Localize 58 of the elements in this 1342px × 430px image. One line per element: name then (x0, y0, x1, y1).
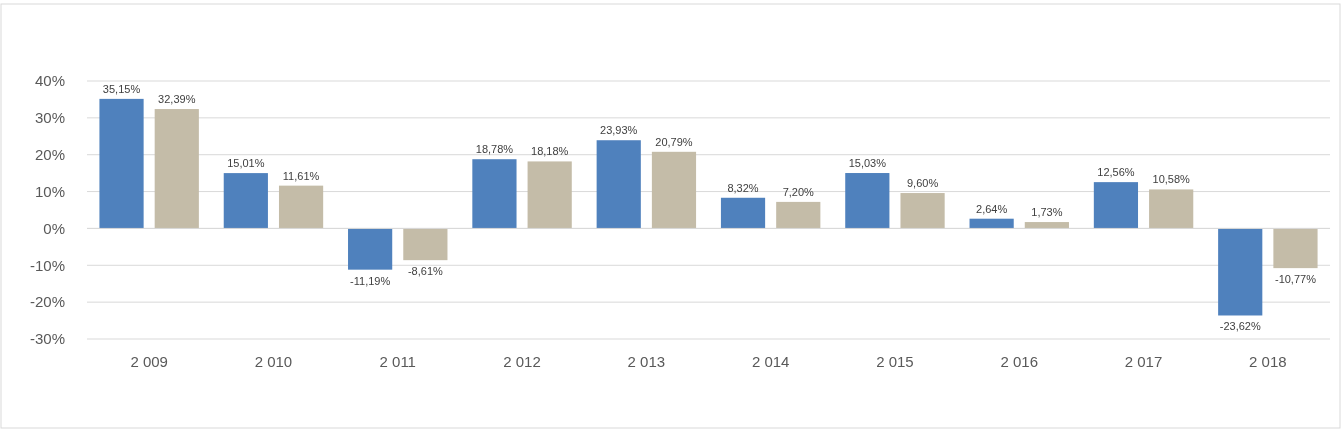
bar (651, 151, 697, 229)
bar (348, 228, 393, 270)
data-label: 18,78% (475, 143, 514, 156)
x-tick-label: 2 016 (1000, 353, 1039, 370)
bar (596, 140, 641, 229)
data-label: -8,61% (407, 265, 444, 278)
bar (472, 159, 517, 229)
bar (527, 161, 572, 229)
data-label: 23,93% (600, 124, 638, 137)
x-tick-label: 2 018 (1249, 353, 1287, 370)
bar (1024, 222, 1069, 229)
x-tick-label: 2 015 (876, 353, 914, 370)
y-tick-label: 0% (43, 219, 65, 237)
x-tick-label: 2 010 (254, 353, 293, 370)
bar (1218, 228, 1263, 316)
bar (154, 109, 199, 229)
x-tick-label: 2 017 (1124, 353, 1163, 370)
bar (969, 218, 1014, 229)
data-label: 7,20% (782, 185, 815, 198)
bar (99, 98, 144, 229)
y-tick-label: 40% (34, 72, 65, 90)
bar (900, 193, 945, 229)
bar (403, 228, 448, 261)
bar (1273, 228, 1318, 269)
data-label: 15,01% (227, 157, 265, 170)
bar (845, 173, 890, 229)
y-tick-label: -30% (29, 330, 65, 348)
y-tick-label: 10% (34, 182, 65, 200)
data-label: 9,60% (906, 177, 939, 190)
bar (1149, 189, 1194, 229)
data-label: 15,03% (848, 157, 887, 170)
data-label: 12,56% (1097, 166, 1135, 179)
y-tick-label: -10% (29, 256, 65, 274)
x-tick-label: 2 013 (627, 353, 666, 370)
y-tick-label: 30% (34, 109, 65, 127)
bar (1093, 182, 1139, 229)
y-tick-label: -20% (29, 293, 65, 311)
data-label: 35,15% (102, 82, 141, 95)
data-label: 2,64% (976, 202, 1008, 215)
bar (223, 173, 268, 229)
bar (720, 197, 766, 229)
data-label: 18,18% (531, 145, 569, 158)
data-label: 10,58% (1152, 173, 1191, 186)
data-label: 11,61% (282, 169, 320, 182)
data-label: -10,77% (1274, 273, 1317, 286)
data-label: 1,73% (1031, 206, 1063, 219)
x-tick-label: 2 011 (379, 353, 416, 370)
data-label: -23,62% (1219, 320, 1261, 333)
data-label: -11,19% (350, 274, 391, 287)
x-tick-label: 2 009 (130, 353, 168, 370)
data-label: 32,39% (158, 93, 196, 106)
y-tick-label: 20% (34, 145, 65, 163)
data-label: 8,32% (727, 181, 759, 194)
x-tick-label: 2 012 (503, 353, 541, 370)
data-label: 20,79% (655, 135, 693, 148)
bar (776, 201, 821, 229)
x-tick-label: 2 014 (751, 353, 790, 370)
bar (278, 185, 324, 229)
